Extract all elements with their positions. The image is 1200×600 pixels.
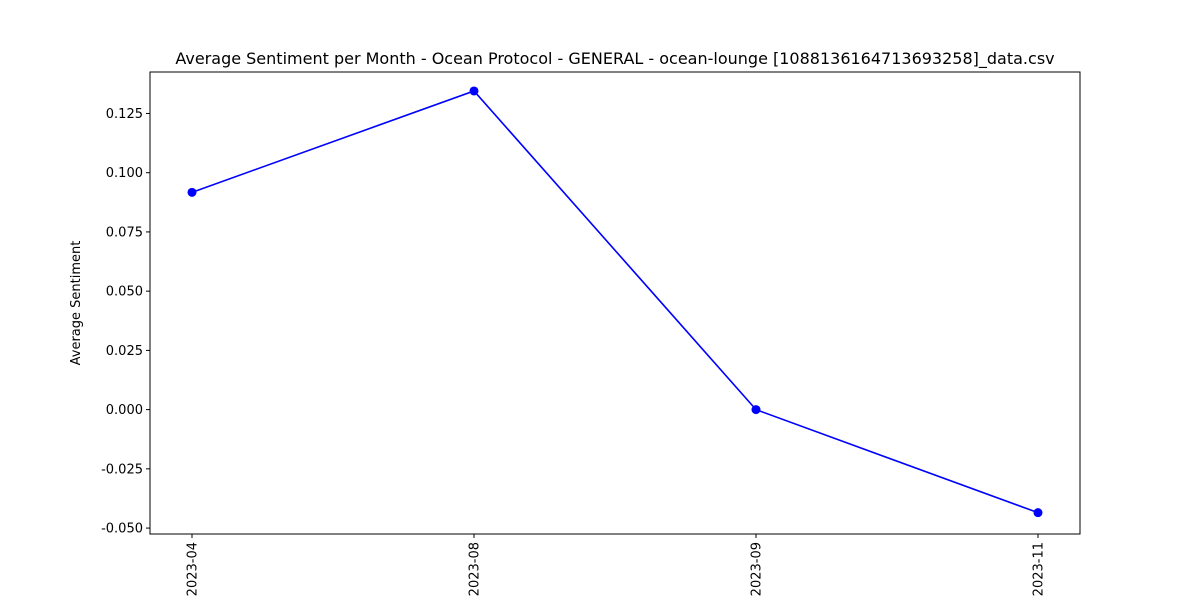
y-tick-label: -0.025 xyxy=(101,462,143,477)
x-axis: 2023-04 2023-08 2023-09 2023-11 xyxy=(186,534,1047,596)
y-tick-label: 0.000 xyxy=(106,403,143,418)
plot-frame xyxy=(149,71,1081,535)
series-line xyxy=(191,90,1039,514)
y-tick-label: 0.050 xyxy=(106,285,143,300)
y-tick-label: 0.075 xyxy=(106,225,143,240)
data-point xyxy=(469,86,479,96)
data-point xyxy=(751,405,761,415)
y-axis-label: Average Sentiment xyxy=(69,241,84,366)
x-tick-label: 2023-09 xyxy=(750,542,765,596)
data-point xyxy=(187,187,197,197)
x-tick-label: 2023-08 xyxy=(468,542,483,596)
y-tick-label: 0.025 xyxy=(106,344,143,359)
x-tick-label: 2023-11 xyxy=(1032,542,1047,596)
y-axis: -0.050 -0.025 0.000 0.025 0.050 0.075 0.100 0.1… xyxy=(101,107,150,537)
plot-area xyxy=(187,86,1043,518)
y-tick-label: 0.100 xyxy=(106,166,143,181)
y-tick-label: 0.125 xyxy=(106,107,143,122)
y-tick-label: -0.050 xyxy=(101,522,143,537)
x-tick-label: 2023-04 xyxy=(186,542,201,596)
chart-title: Average Sentiment per Month - Ocean Prot… xyxy=(175,49,1054,69)
data-point xyxy=(1033,508,1043,518)
